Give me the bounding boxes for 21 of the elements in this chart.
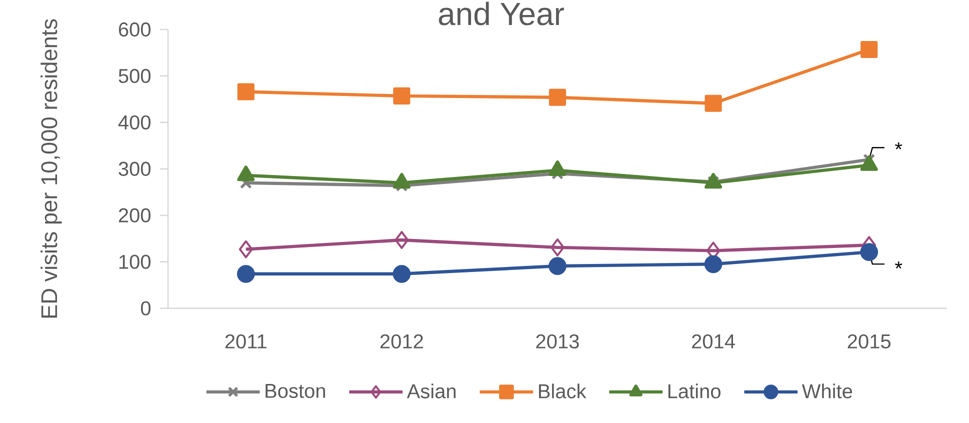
legend-label: Latino bbox=[668, 384, 720, 398]
y-axis-title: ED visits per 10,000 residents bbox=[40, 19, 62, 318]
annotation: * bbox=[895, 142, 902, 150]
legend-label: Black bbox=[539, 384, 586, 398]
legend-label: Boston bbox=[266, 384, 325, 398]
x-tick-label: 2015 bbox=[848, 334, 890, 348]
y-tick-label: 400 bbox=[118, 115, 150, 130]
y-tick-label: 100 bbox=[119, 254, 150, 269]
y-tick-label: 300 bbox=[118, 162, 150, 176]
chart-title: and Year bbox=[438, 2, 564, 26]
legend-label: Asian bbox=[406, 384, 456, 398]
x-tick-label: 2012 bbox=[380, 334, 423, 348]
y-tick-label: 500 bbox=[118, 68, 150, 84]
x-tick-label: 2014 bbox=[692, 334, 735, 348]
x-tick-label: 2011 bbox=[225, 334, 266, 348]
y-tick-label: 0 bbox=[140, 301, 151, 316]
annotation: * bbox=[895, 262, 902, 269]
x-tick-label: 2013 bbox=[536, 334, 579, 348]
y-tick-label: 600 bbox=[118, 22, 150, 37]
y-tick-label: 200 bbox=[118, 208, 150, 222]
legend-label: White bbox=[802, 384, 852, 398]
